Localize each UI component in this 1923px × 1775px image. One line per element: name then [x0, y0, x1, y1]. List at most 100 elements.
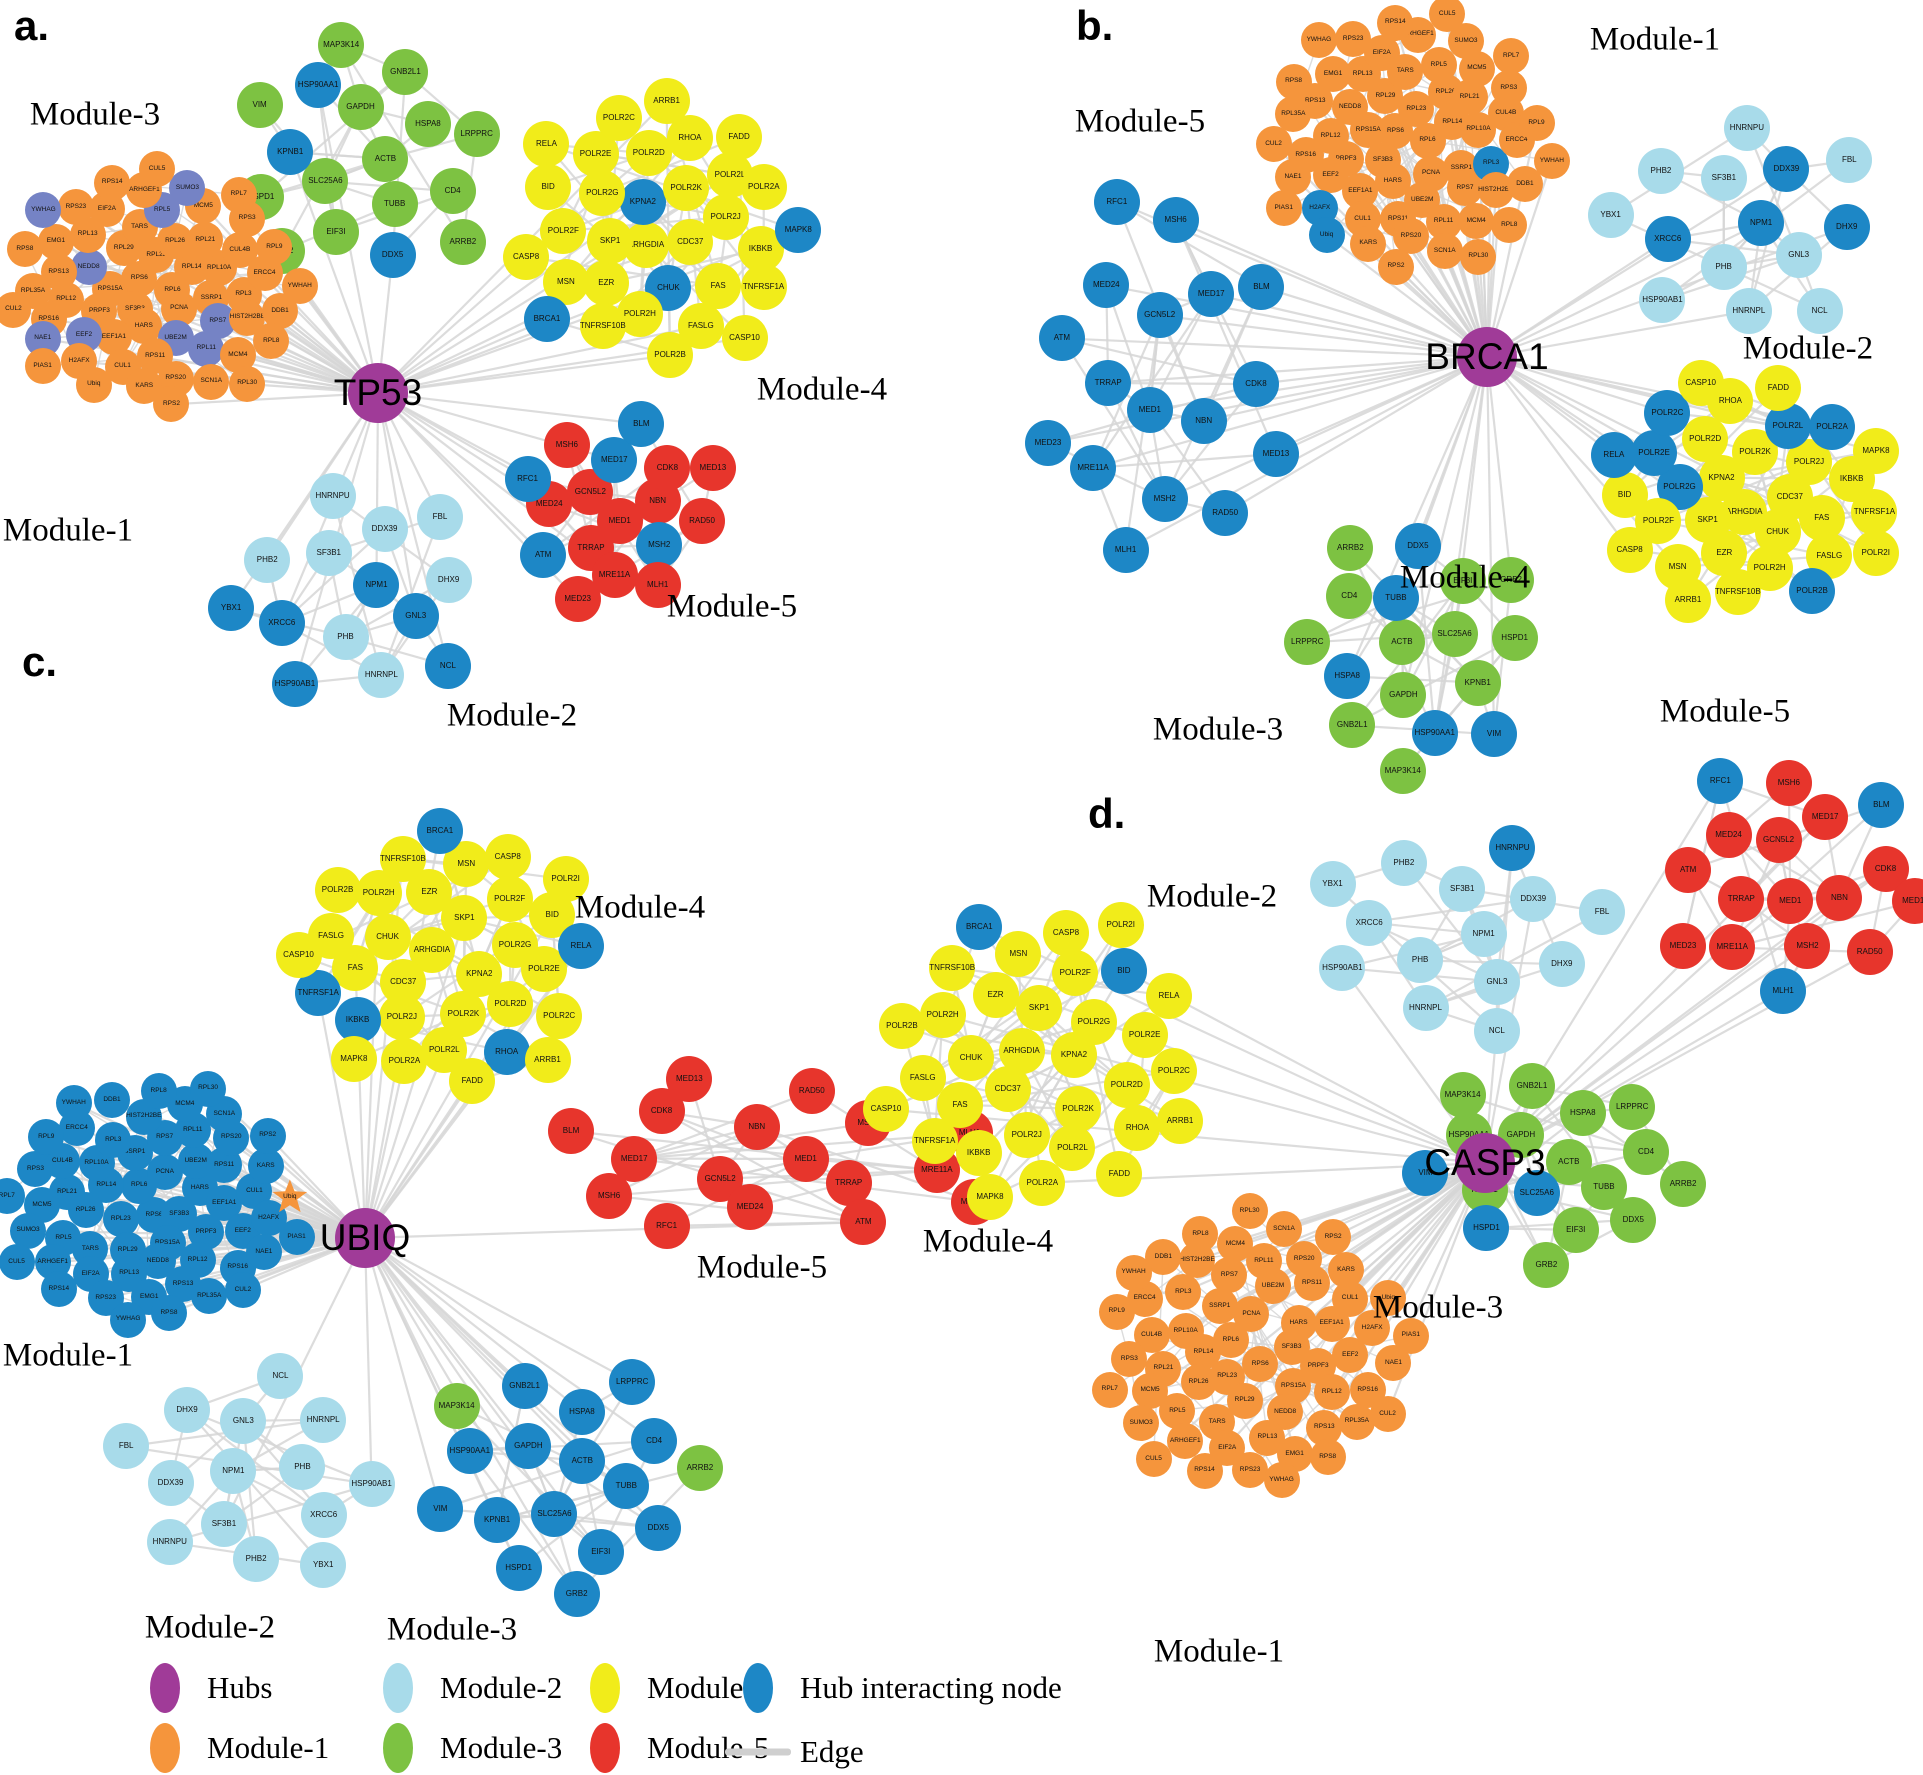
- node-MAPK8[interactable]: MAPK8: [775, 207, 822, 254]
- node-RPS8[interactable]: RPS8: [1275, 63, 1312, 100]
- node-BID[interactable]: BID: [1601, 471, 1648, 518]
- node-ACTB[interactable]: ACTB: [559, 1437, 606, 1484]
- node-HNRNPU[interactable]: HNRNPU: [309, 472, 356, 519]
- node-RAD50[interactable]: RAD50: [1202, 490, 1249, 537]
- node-MED1[interactable]: MED1: [782, 1135, 829, 1182]
- node-VIM[interactable]: VIM: [236, 82, 283, 129]
- node-EZR[interactable]: EZR: [583, 259, 630, 306]
- node-FAS[interactable]: FAS: [1798, 494, 1845, 541]
- node-RHOA[interactable]: RHOA: [483, 1028, 530, 1075]
- node-HSPA8[interactable]: HSPA8: [1559, 1090, 1606, 1137]
- node-RPL35A[interactable]: RPL35A: [191, 1277, 228, 1314]
- node-HSP90AA1[interactable]: HSP90AA1: [1411, 709, 1458, 756]
- node-DDX5[interactable]: DDX5: [369, 231, 416, 278]
- node-NEDD8[interactable]: NEDD8: [1331, 88, 1368, 125]
- node-CD4[interactable]: CD4: [631, 1418, 678, 1465]
- node-ATM[interactable]: ATM: [1038, 315, 1085, 362]
- node-MED13[interactable]: MED13: [1252, 430, 1299, 477]
- node-PHB[interactable]: PHB: [322, 613, 369, 660]
- node-KPNB1[interactable]: KPNB1: [474, 1496, 521, 1543]
- node-EIF3I[interactable]: EIF3I: [312, 208, 359, 255]
- node-POLR2D[interactable]: POLR2D: [487, 980, 534, 1027]
- node-XRCC6[interactable]: XRCC6: [1346, 899, 1393, 946]
- node-RAD50[interactable]: RAD50: [788, 1068, 835, 1115]
- node-RPL9[interactable]: RPL9: [1518, 105, 1555, 142]
- node-DHX9[interactable]: DHX9: [425, 556, 472, 603]
- node-YBX1[interactable]: YBX1: [300, 1542, 347, 1589]
- node-HSP90AA1[interactable]: HSP90AA1: [446, 1428, 493, 1475]
- node-CASP8[interactable]: CASP8: [1043, 909, 1090, 956]
- node-YBX1[interactable]: YBX1: [208, 585, 255, 632]
- node-POLR2F[interactable]: POLR2F: [486, 875, 533, 922]
- node-PHB2[interactable]: PHB2: [1637, 147, 1684, 194]
- node-DDX39[interactable]: DDX39: [361, 506, 408, 553]
- node-RPS7[interactable]: RPS7: [1447, 170, 1484, 206]
- node-PCNA[interactable]: PCNA: [146, 1154, 183, 1191]
- node-GNL3[interactable]: GNL3: [1473, 958, 1520, 1005]
- node-FAS[interactable]: FAS: [695, 263, 742, 310]
- node-HNRNPL[interactable]: HNRNPL: [1725, 288, 1772, 334]
- node-SUMO3[interactable]: SUMO3: [10, 1212, 47, 1249]
- node-RPL30[interactable]: RPL30: [1231, 1193, 1268, 1230]
- node-FBL[interactable]: FBL: [416, 493, 463, 540]
- node-RPL5[interactable]: RPL5: [1420, 47, 1457, 84]
- node-DHX9[interactable]: DHX9: [1538, 941, 1585, 988]
- node-KPNA2[interactable]: KPNA2: [619, 178, 666, 225]
- node-RPL8[interactable]: RPL8: [140, 1072, 177, 1109]
- node-GRB2[interactable]: GRB2: [1523, 1242, 1570, 1289]
- node-TNFRSF1A[interactable]: TNFRSF1A: [911, 1117, 958, 1164]
- node-MSH6[interactable]: MSH6: [586, 1172, 633, 1219]
- node-HNRNPL[interactable]: HNRNPL: [1402, 984, 1449, 1031]
- node-MED24[interactable]: MED24: [727, 1184, 774, 1231]
- node-POLR2D[interactable]: POLR2D: [1682, 415, 1729, 462]
- node-HSPD1[interactable]: HSPD1: [495, 1544, 542, 1591]
- node-RPS2[interactable]: RPS2: [1377, 248, 1414, 285]
- node-RPS3[interactable]: RPS3: [1111, 1340, 1148, 1377]
- node-RPL12[interactable]: RPL12: [179, 1241, 216, 1278]
- node-MED17[interactable]: MED17: [1188, 270, 1235, 317]
- node-POLR2F[interactable]: POLR2F: [1052, 950, 1099, 997]
- node-MED24[interactable]: MED24: [1705, 811, 1752, 858]
- node-POLR2J[interactable]: POLR2J: [378, 993, 425, 1040]
- node-RPL10A[interactable]: RPL10A: [1167, 1312, 1204, 1349]
- node-RPS6[interactable]: RPS6: [1242, 1346, 1279, 1383]
- node-TNFRSF10B[interactable]: TNFRSF10B: [1714, 569, 1761, 616]
- node-DDX39[interactable]: DDX39: [147, 1460, 194, 1507]
- node-DDX39[interactable]: DDX39: [1763, 146, 1810, 193]
- node-RPS20[interactable]: RPS20: [1286, 1240, 1323, 1277]
- node-MAPK8[interactable]: MAPK8: [330, 1036, 377, 1083]
- node-NAE1[interactable]: NAE1: [245, 1234, 282, 1271]
- node-POLR2F[interactable]: POLR2F: [540, 208, 587, 255]
- node-PCNA[interactable]: PCNA: [1233, 1296, 1270, 1333]
- node-RPL35A[interactable]: RPL35A: [1275, 96, 1312, 133]
- node-RELA[interactable]: RELA: [523, 121, 570, 168]
- node-NBN[interactable]: NBN: [1180, 397, 1227, 444]
- node-LRPPRC[interactable]: LRPPRC: [1609, 1083, 1656, 1130]
- node-TUBB[interactable]: TUBB: [1372, 575, 1419, 622]
- node-PIAS1[interactable]: PIAS1: [24, 348, 61, 385]
- node-YWHAG[interactable]: YWHAG: [25, 191, 62, 228]
- node-RELA[interactable]: RELA: [1145, 972, 1192, 1019]
- node-MED24[interactable]: MED24: [1083, 262, 1130, 309]
- node-RPL30[interactable]: RPL30: [190, 1070, 227, 1107]
- node-YBX1[interactable]: YBX1: [1587, 191, 1634, 238]
- node-FBL[interactable]: FBL: [103, 1423, 150, 1470]
- node-POLR2B[interactable]: POLR2B: [647, 332, 694, 379]
- node-SUMO3[interactable]: SUMO3: [169, 169, 206, 206]
- node-RPL26[interactable]: RPL26: [157, 223, 194, 260]
- node-CUL5[interactable]: CUL5: [1135, 1441, 1172, 1478]
- node-XRCC6[interactable]: XRCC6: [1644, 216, 1691, 263]
- node-SF3B1[interactable]: SF3B1: [1439, 865, 1486, 912]
- node-CUL2[interactable]: CUL2: [0, 291, 32, 328]
- node-CDC37[interactable]: CDC37: [984, 1066, 1031, 1113]
- node-MCM4[interactable]: MCM4: [1217, 1226, 1254, 1263]
- node-XRCC6[interactable]: XRCC6: [258, 600, 305, 647]
- node-TNFRSF10B[interactable]: TNFRSF10B: [379, 835, 426, 882]
- node-FBL[interactable]: FBL: [1579, 888, 1626, 935]
- node-KPNB1[interactable]: KPNB1: [267, 129, 314, 176]
- node-RPL14[interactable]: RPL14: [1185, 1334, 1222, 1371]
- node-SF3B1[interactable]: SF3B1: [1700, 154, 1747, 201]
- node-TRRAP[interactable]: TRRAP: [1085, 359, 1132, 406]
- node-SLC25A6[interactable]: SLC25A6: [1513, 1170, 1560, 1217]
- node-RFC1[interactable]: RFC1: [1697, 757, 1744, 804]
